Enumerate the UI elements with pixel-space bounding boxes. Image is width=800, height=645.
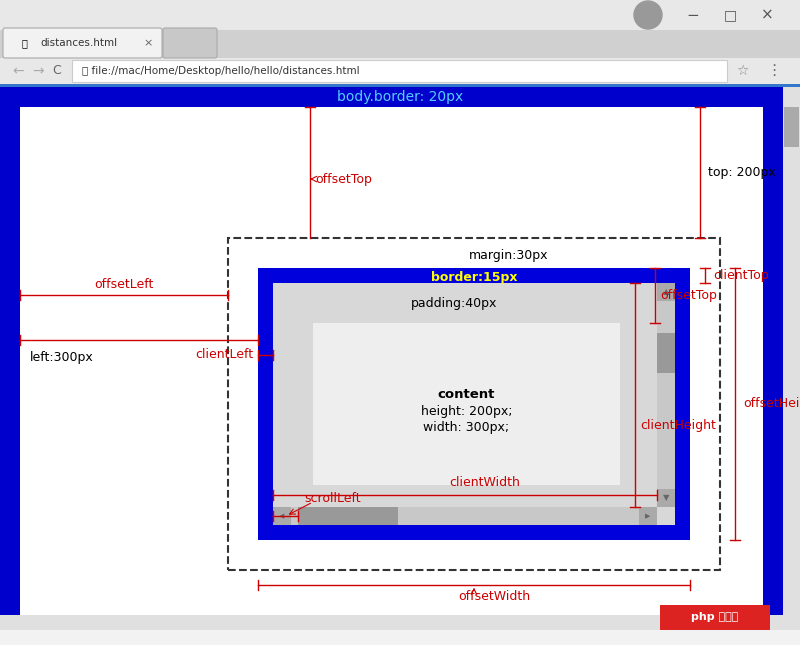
- Text: □: □: [723, 8, 737, 22]
- Bar: [0, 58, 800, 84]
- Bar: [660, 605, 770, 630]
- Text: −: −: [686, 8, 699, 23]
- Text: border:15px: border:15px: [430, 272, 518, 284]
- Bar: [639, 507, 657, 525]
- Bar: [20, 107, 763, 620]
- Text: height: 200px;: height: 200px;: [421, 406, 512, 419]
- Text: scrollLeft: scrollLeft: [305, 491, 362, 504]
- Text: ⋮: ⋮: [766, 63, 782, 79]
- Text: clientHeight: clientHeight: [640, 419, 716, 432]
- Bar: [273, 283, 675, 525]
- Text: ←: ←: [12, 64, 24, 78]
- Bar: [784, 107, 799, 147]
- Text: offsetWidth: offsetWidth: [458, 591, 530, 604]
- Bar: [0, 615, 783, 630]
- Bar: [657, 283, 675, 301]
- Bar: [313, 323, 620, 485]
- Text: ×: ×: [143, 38, 153, 48]
- Bar: [273, 507, 291, 525]
- Bar: [657, 333, 675, 373]
- Text: offsetTop: offsetTop: [315, 173, 372, 186]
- Bar: [228, 238, 720, 570]
- Bar: [0, 30, 800, 58]
- Bar: [273, 507, 657, 525]
- Text: ▼: ▼: [662, 493, 670, 502]
- Text: body.border: 20px: body.border: 20px: [337, 90, 463, 104]
- Bar: [298, 507, 398, 525]
- Text: 📄: 📄: [22, 38, 28, 48]
- Text: distances.html: distances.html: [40, 38, 117, 48]
- Bar: [657, 489, 675, 507]
- Text: clientTop: clientTop: [713, 269, 769, 282]
- Text: 🔒 file://mac/Home/Desktop/hello/hello/distances.html: 🔒 file://mac/Home/Desktop/hello/hello/di…: [82, 66, 360, 76]
- Text: padding:40px: padding:40px: [411, 297, 497, 310]
- Text: clientWidth: clientWidth: [450, 477, 521, 490]
- Text: offsetHeight: offsetHeight: [743, 397, 800, 410]
- Bar: [0, 0, 800, 30]
- Text: php 中文网: php 中文网: [691, 612, 738, 622]
- Text: left:300px: left:300px: [30, 352, 94, 364]
- Text: content: content: [438, 388, 495, 401]
- Circle shape: [634, 1, 662, 29]
- Text: ◀: ◀: [279, 513, 285, 519]
- FancyBboxPatch shape: [163, 28, 217, 58]
- Bar: [258, 268, 690, 540]
- Text: offsetLeft: offsetLeft: [94, 279, 154, 292]
- Bar: [0, 84, 800, 87]
- Text: width: 300px;: width: 300px;: [423, 421, 510, 435]
- Text: clientLeft: clientLeft: [195, 348, 253, 361]
- Text: margin:30px: margin:30px: [470, 250, 549, 263]
- Bar: [783, 87, 800, 630]
- Text: offsetTop: offsetTop: [660, 289, 717, 302]
- Text: →: →: [32, 64, 44, 78]
- Text: ☆: ☆: [736, 64, 748, 78]
- Bar: [657, 283, 675, 507]
- Text: ×: ×: [761, 8, 774, 23]
- Text: top: 200px: top: 200px: [708, 166, 776, 179]
- Bar: [72, 60, 727, 82]
- Text: ▲: ▲: [662, 288, 670, 297]
- Text: C: C: [53, 64, 62, 77]
- Text: ▶: ▶: [646, 513, 650, 519]
- Bar: [0, 87, 783, 630]
- FancyBboxPatch shape: [3, 28, 162, 58]
